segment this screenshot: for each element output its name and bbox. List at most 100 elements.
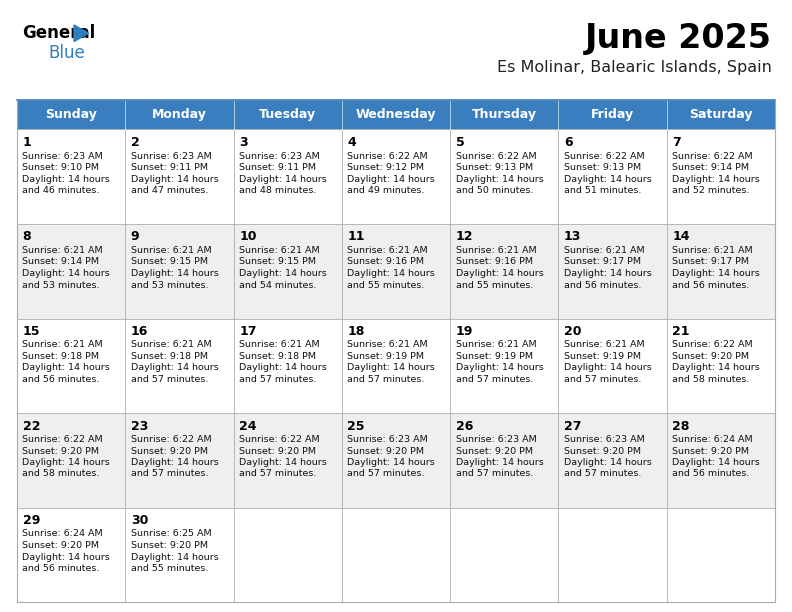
Text: 21: 21 [672,325,690,338]
Text: 16: 16 [131,325,148,338]
Bar [667,413,775,507]
Text: Sunrise: 6:21 AM: Sunrise: 6:21 AM [564,340,645,349]
Text: Daylight: 14 hours: Daylight: 14 hours [22,174,110,184]
Text: Daylight: 14 hours: Daylight: 14 hours [131,458,219,467]
Text: Daylight: 14 hours: Daylight: 14 hours [564,364,652,373]
Text: and 57 minutes.: and 57 minutes. [131,469,208,479]
Text: Daylight: 14 hours: Daylight: 14 hours [672,458,760,467]
Bar [558,130,667,224]
Text: Daylight: 14 hours: Daylight: 14 hours [239,364,327,373]
Bar [17,100,125,130]
Text: and 57 minutes.: and 57 minutes. [455,375,533,384]
Text: Daylight: 14 hours: Daylight: 14 hours [564,174,652,184]
Text: Sunrise: 6:22 AM: Sunrise: 6:22 AM [672,340,753,349]
Text: 11: 11 [348,231,365,244]
Text: Sunrise: 6:23 AM: Sunrise: 6:23 AM [455,435,536,444]
Text: June 2025: June 2025 [585,22,772,55]
Bar [17,224,125,318]
Text: 4: 4 [348,136,356,149]
Text: 24: 24 [239,419,257,433]
Text: 28: 28 [672,419,690,433]
Text: 29: 29 [22,514,40,527]
Text: and 51 minutes.: and 51 minutes. [564,186,642,195]
Text: Daylight: 14 hours: Daylight: 14 hours [131,269,219,278]
Text: and 55 minutes.: and 55 minutes. [131,564,208,573]
Text: and 46 minutes.: and 46 minutes. [22,186,100,195]
Text: Sunrise: 6:21 AM: Sunrise: 6:21 AM [564,246,645,255]
Bar [17,318,125,413]
Text: Sunset: 9:19 PM: Sunset: 9:19 PM [455,352,533,361]
Text: Sunset: 9:14 PM: Sunset: 9:14 PM [22,258,100,266]
Text: and 49 minutes.: and 49 minutes. [348,186,425,195]
Bar [125,507,234,602]
Bar [450,318,558,413]
Bar [234,224,342,318]
Text: Sunrise: 6:21 AM: Sunrise: 6:21 AM [131,246,211,255]
Bar [125,318,234,413]
Text: Sunrise: 6:24 AM: Sunrise: 6:24 AM [672,435,753,444]
Text: Sunrise: 6:21 AM: Sunrise: 6:21 AM [348,246,428,255]
Text: Sunset: 9:18 PM: Sunset: 9:18 PM [131,352,208,361]
Text: Daylight: 14 hours: Daylight: 14 hours [22,269,110,278]
Bar [558,100,667,130]
Bar [558,413,667,507]
Text: Sunset: 9:11 PM: Sunset: 9:11 PM [239,163,316,172]
Text: Wednesday: Wednesday [356,108,436,121]
Text: 5: 5 [455,136,464,149]
Text: Daylight: 14 hours: Daylight: 14 hours [22,364,110,373]
Text: and 53 minutes.: and 53 minutes. [22,280,100,289]
Text: Sunset: 9:20 PM: Sunset: 9:20 PM [131,541,208,550]
Text: Daylight: 14 hours: Daylight: 14 hours [672,269,760,278]
Text: and 55 minutes.: and 55 minutes. [348,280,425,289]
Text: Sunset: 9:15 PM: Sunset: 9:15 PM [239,258,316,266]
Text: Tuesday: Tuesday [259,108,316,121]
Text: Sunset: 9:16 PM: Sunset: 9:16 PM [348,258,425,266]
Text: Sunrise: 6:21 AM: Sunrise: 6:21 AM [239,340,320,349]
Text: 20: 20 [564,325,581,338]
Text: 9: 9 [131,231,139,244]
Bar [450,507,558,602]
Text: Sunset: 9:18 PM: Sunset: 9:18 PM [22,352,100,361]
Text: and 57 minutes.: and 57 minutes. [239,375,317,384]
Text: and 58 minutes.: and 58 minutes. [672,375,749,384]
Text: 18: 18 [348,325,365,338]
Text: Sunset: 9:20 PM: Sunset: 9:20 PM [239,447,316,455]
Text: 7: 7 [672,136,681,149]
Text: Daylight: 14 hours: Daylight: 14 hours [455,364,543,373]
Text: Sunrise: 6:22 AM: Sunrise: 6:22 AM [672,152,753,160]
Bar [342,100,450,130]
Text: Sunset: 9:18 PM: Sunset: 9:18 PM [239,352,316,361]
Text: Sunset: 9:20 PM: Sunset: 9:20 PM [455,447,533,455]
Text: and 50 minutes.: and 50 minutes. [455,186,533,195]
Bar [558,224,667,318]
Text: and 55 minutes.: and 55 minutes. [455,280,533,289]
Text: Daylight: 14 hours: Daylight: 14 hours [455,458,543,467]
Text: Daylight: 14 hours: Daylight: 14 hours [239,458,327,467]
Text: Daylight: 14 hours: Daylight: 14 hours [131,553,219,561]
Text: 25: 25 [348,419,365,433]
Text: Daylight: 14 hours: Daylight: 14 hours [348,458,435,467]
Text: Sunrise: 6:21 AM: Sunrise: 6:21 AM [455,340,536,349]
Text: Sunset: 9:20 PM: Sunset: 9:20 PM [22,541,100,550]
Text: and 57 minutes.: and 57 minutes. [239,469,317,479]
Text: 14: 14 [672,231,690,244]
Text: Daylight: 14 hours: Daylight: 14 hours [348,269,435,278]
Text: Sunrise: 6:21 AM: Sunrise: 6:21 AM [239,246,320,255]
Text: 2: 2 [131,136,139,149]
Text: Sunrise: 6:22 AM: Sunrise: 6:22 AM [564,152,645,160]
Text: 23: 23 [131,419,148,433]
Text: Sunrise: 6:22 AM: Sunrise: 6:22 AM [348,152,428,160]
Bar [125,413,234,507]
Text: Monday: Monday [152,108,207,121]
Text: 1: 1 [22,136,31,149]
Text: Sunrise: 6:22 AM: Sunrise: 6:22 AM [239,435,320,444]
Text: Daylight: 14 hours: Daylight: 14 hours [455,174,543,184]
Bar [125,224,234,318]
Text: Sunset: 9:16 PM: Sunset: 9:16 PM [455,258,533,266]
Text: Daylight: 14 hours: Daylight: 14 hours [564,269,652,278]
Text: Friday: Friday [591,108,634,121]
Text: and 56 minutes.: and 56 minutes. [22,564,100,573]
Text: Daylight: 14 hours: Daylight: 14 hours [131,364,219,373]
Bar [234,100,342,130]
Text: Sunrise: 6:22 AM: Sunrise: 6:22 AM [131,435,211,444]
